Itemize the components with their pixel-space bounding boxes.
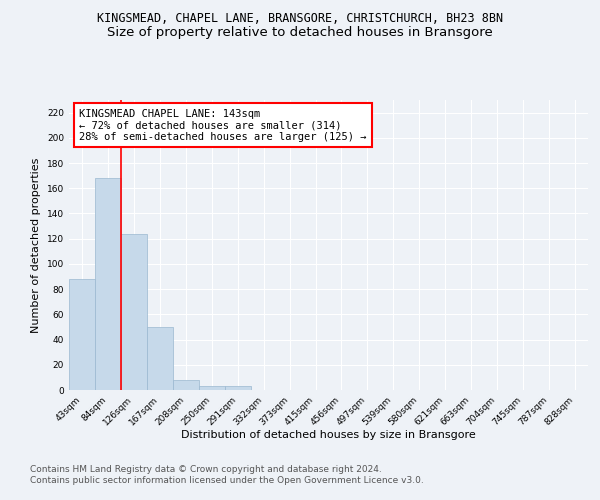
Bar: [199, 386, 224, 390]
Text: KINGSMEAD, CHAPEL LANE, BRANSGORE, CHRISTCHURCH, BH23 8BN: KINGSMEAD, CHAPEL LANE, BRANSGORE, CHRIS…: [97, 12, 503, 26]
Bar: [95, 178, 121, 390]
Y-axis label: Number of detached properties: Number of detached properties: [31, 158, 41, 332]
Text: Distribution of detached houses by size in Bransgore: Distribution of detached houses by size …: [181, 430, 476, 440]
Text: Contains HM Land Registry data © Crown copyright and database right 2024.: Contains HM Land Registry data © Crown c…: [30, 465, 382, 474]
Bar: [69, 279, 95, 390]
Text: Size of property relative to detached houses in Bransgore: Size of property relative to detached ho…: [107, 26, 493, 39]
Bar: [121, 234, 147, 390]
Text: Contains public sector information licensed under the Open Government Licence v3: Contains public sector information licen…: [30, 476, 424, 485]
Bar: [225, 386, 251, 390]
Text: KINGSMEAD CHAPEL LANE: 143sqm
← 72% of detached houses are smaller (314)
28% of : KINGSMEAD CHAPEL LANE: 143sqm ← 72% of d…: [79, 108, 367, 142]
Bar: [173, 380, 199, 390]
Bar: [147, 327, 173, 390]
